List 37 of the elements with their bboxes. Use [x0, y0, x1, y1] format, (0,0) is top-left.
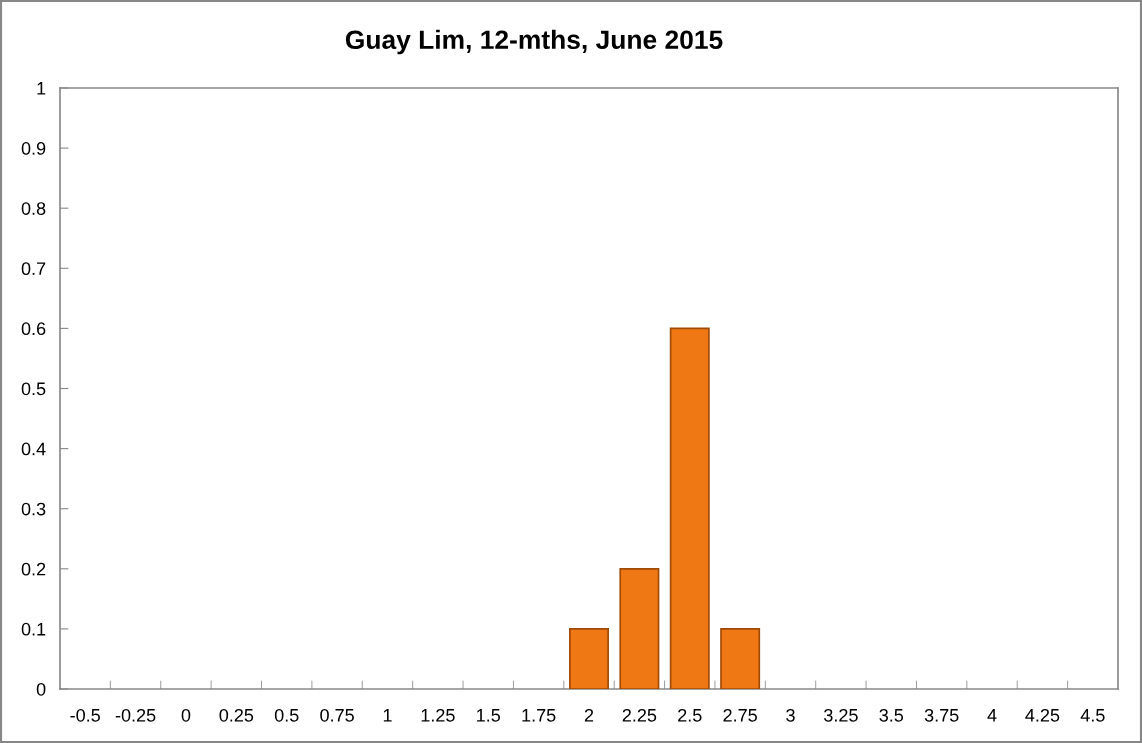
x-tick-label: 0.5 — [274, 708, 299, 722]
x-tick-label: 1.25 — [421, 708, 455, 722]
bar — [720, 628, 761, 689]
x-tick-label: 1.75 — [522, 709, 556, 722]
x-tick-label: 1 — [383, 709, 392, 722]
x-tick-label: -0.5 — [70, 708, 100, 722]
y-tick-label: 0.2 — [21, 562, 46, 576]
x-tick-label: 2.25 — [622, 708, 657, 722]
x-tick-label: 0.25 — [219, 708, 254, 722]
y-tick-label: 0.6 — [21, 322, 46, 336]
x-tick-label: 4 — [987, 709, 997, 722]
x-tick-label: 1.5 — [477, 709, 501, 722]
bar — [569, 628, 609, 689]
y-tick-label: 0.8 — [21, 202, 46, 215]
x-tick-label: 3.75 — [924, 708, 959, 722]
y-tick-label: 0.4 — [21, 442, 46, 456]
x-tick-label: 4.5 — [1080, 709, 1105, 722]
x-tick-label: 3.25 — [824, 708, 858, 722]
x-tick-label: 2 — [584, 708, 594, 722]
x-tick-label: -0.25 — [115, 708, 156, 722]
x-tick-label: 0.75 — [320, 708, 354, 722]
y-tick-label: 0.7 — [21, 262, 46, 276]
x-tick-label: 3.5 — [879, 708, 904, 722]
chart-title: Guay Lim, 12-mths, June 2015 — [345, 29, 723, 55]
y-tick-label: 0 — [36, 682, 46, 696]
y-tick-label: 0.5 — [21, 382, 46, 396]
bar — [619, 567, 660, 689]
x-tick-label: 2.75 — [723, 708, 757, 722]
x-tick-label: 3 — [786, 708, 795, 722]
x-tick-label: 2.5 — [678, 708, 702, 722]
bar — [669, 327, 710, 689]
x-tick-label: 4.25 — [1025, 708, 1060, 722]
y-tick-label: 0.9 — [21, 142, 46, 155]
x-tick-label: 0 — [181, 708, 191, 722]
y-tick-label: 0.3 — [21, 502, 46, 516]
y-tick-label: 0.1 — [21, 622, 46, 636]
y-tick-label: 1 — [37, 82, 46, 95]
